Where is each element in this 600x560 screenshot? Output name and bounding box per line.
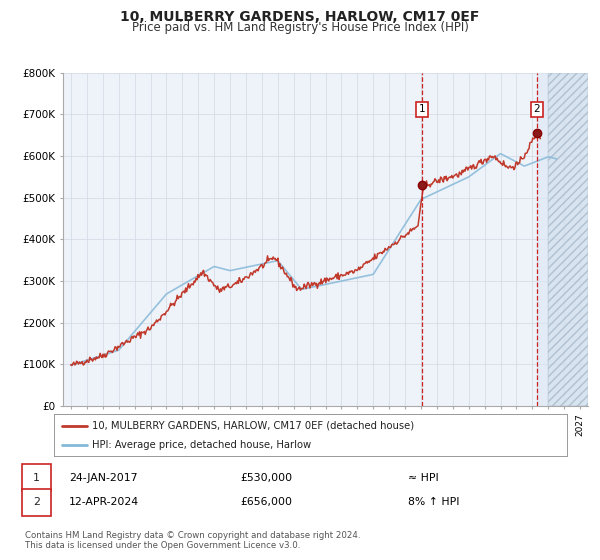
Text: 10, MULBERRY GARDENS, HARLOW, CM17 0EF (detached house): 10, MULBERRY GARDENS, HARLOW, CM17 0EF (…	[92, 421, 415, 431]
Text: Contains HM Land Registry data © Crown copyright and database right 2024.
This d: Contains HM Land Registry data © Crown c…	[25, 531, 361, 550]
Text: 10, MULBERRY GARDENS, HARLOW, CM17 0EF: 10, MULBERRY GARDENS, HARLOW, CM17 0EF	[121, 10, 479, 24]
Bar	[537, 73, 588, 406]
Text: 1: 1	[33, 473, 40, 483]
Text: 1: 1	[419, 105, 425, 114]
Text: £530,000: £530,000	[240, 473, 292, 483]
Text: 12-APR-2024: 12-APR-2024	[69, 497, 139, 507]
Text: ≈ HPI: ≈ HPI	[408, 473, 439, 483]
Text: 8% ↑ HPI: 8% ↑ HPI	[408, 497, 460, 507]
Text: 2: 2	[33, 497, 40, 507]
Text: 2: 2	[533, 105, 540, 114]
Text: 24-JAN-2017: 24-JAN-2017	[69, 473, 137, 483]
Text: HPI: Average price, detached house, Harlow: HPI: Average price, detached house, Harl…	[92, 440, 311, 450]
Bar	[548, 73, 588, 406]
Text: £656,000: £656,000	[240, 497, 292, 507]
Bar	[548, 73, 588, 406]
Text: Price paid vs. HM Land Registry's House Price Index (HPI): Price paid vs. HM Land Registry's House …	[131, 21, 469, 34]
